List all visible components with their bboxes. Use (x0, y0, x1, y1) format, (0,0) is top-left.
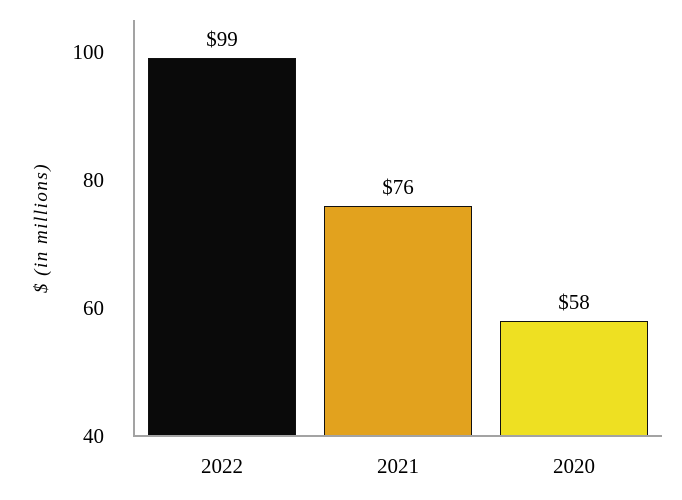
x-tick-label-2020: 2020 (553, 454, 595, 478)
bar-2021 (324, 205, 472, 436)
y-tick-label: 100 (72, 40, 105, 64)
y-tick-label: 60 (83, 296, 104, 320)
y-tick-label: 80 (83, 168, 104, 192)
bar-value-label: $58 (558, 289, 590, 314)
y-axis-line (133, 20, 135, 437)
bar-value-label: $99 (206, 27, 238, 52)
x-tick-label-2022: 2022 (201, 454, 243, 478)
y-tick-label: 40 (83, 424, 104, 448)
x-axis-line (133, 435, 662, 437)
x-tick-label-2021: 2021 (377, 454, 419, 478)
bar-2020 (500, 320, 648, 436)
bar-2022 (148, 58, 296, 436)
bar-value-label: $76 (382, 174, 414, 199)
